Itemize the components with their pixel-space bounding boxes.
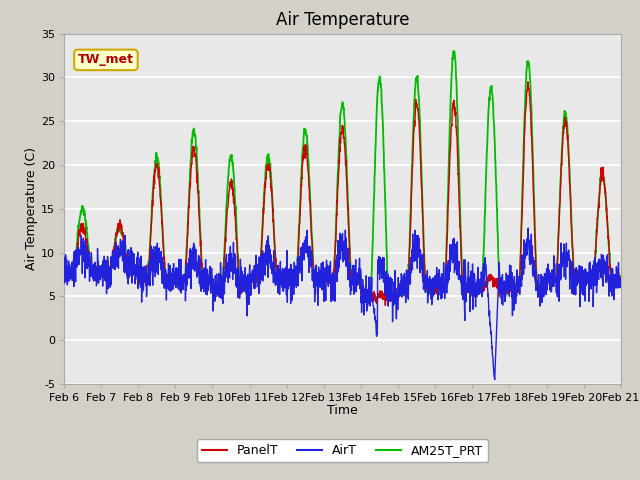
- AM25T_PRT: [450, 48, 458, 54]
- AirT: [371, 306, 378, 312]
- AirT: [504, 273, 512, 278]
- Line: AirT: AirT: [64, 228, 621, 380]
- AM25T_PRT: [505, 284, 513, 290]
- PanelT: [524, 79, 532, 85]
- AirT: [568, 290, 576, 296]
- Legend: PanelT, AirT, AM25T_PRT: PanelT, AirT, AM25T_PRT: [196, 439, 488, 462]
- AirT: [216, 291, 223, 297]
- PanelT: [584, 278, 591, 284]
- PanelT: [358, 300, 366, 306]
- AM25T_PRT: [216, 285, 223, 291]
- AM25T_PRT: [568, 235, 576, 241]
- AirT: [491, 377, 499, 383]
- AM25T_PRT: [584, 276, 591, 282]
- PanelT: [371, 292, 378, 298]
- AirT: [60, 280, 68, 286]
- AirT: [617, 280, 625, 286]
- AM25T_PRT: [60, 266, 68, 272]
- Y-axis label: Air Temperature (C): Air Temperature (C): [25, 147, 38, 270]
- PanelT: [60, 268, 68, 274]
- PanelT: [504, 283, 512, 288]
- AM25T_PRT: [617, 274, 625, 279]
- AirT: [584, 275, 591, 280]
- AM25T_PRT: [360, 299, 368, 304]
- Title: Air Temperature: Air Temperature: [276, 11, 409, 29]
- PanelT: [216, 286, 223, 292]
- Line: PanelT: PanelT: [64, 82, 621, 305]
- AM25T_PRT: [358, 295, 366, 301]
- X-axis label: Time: Time: [327, 405, 358, 418]
- Line: AM25T_PRT: AM25T_PRT: [64, 51, 621, 301]
- Text: TW_met: TW_met: [78, 53, 134, 66]
- AirT: [358, 300, 366, 305]
- PanelT: [381, 302, 389, 308]
- PanelT: [568, 236, 576, 242]
- AM25T_PRT: [371, 170, 379, 176]
- PanelT: [617, 275, 625, 281]
- AirT: [524, 225, 532, 231]
